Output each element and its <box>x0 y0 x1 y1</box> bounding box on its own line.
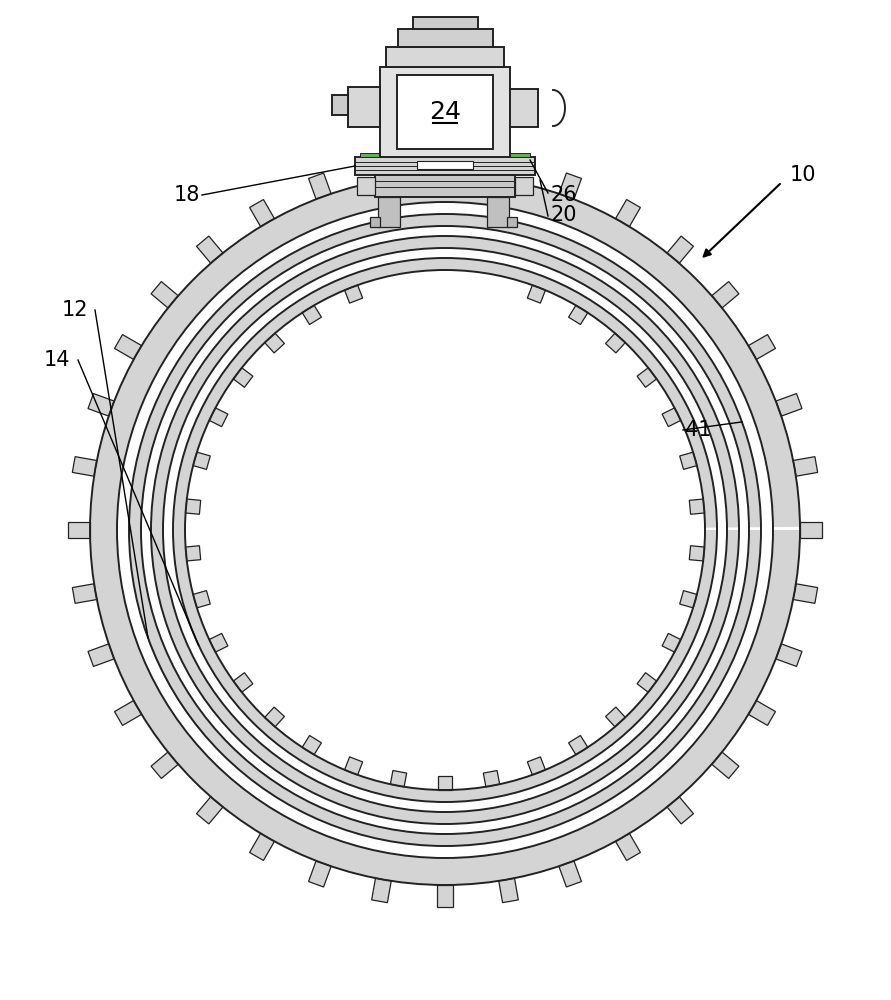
Polygon shape <box>265 333 284 353</box>
Polygon shape <box>667 236 693 263</box>
Polygon shape <box>680 452 697 469</box>
Polygon shape <box>209 633 228 652</box>
Bar <box>510 89 538 127</box>
Polygon shape <box>115 701 142 725</box>
Bar <box>515 177 533 195</box>
Polygon shape <box>185 499 200 514</box>
Polygon shape <box>776 394 802 416</box>
Polygon shape <box>667 797 693 824</box>
Polygon shape <box>117 202 773 858</box>
Text: 26: 26 <box>550 185 576 205</box>
Polygon shape <box>662 408 681 427</box>
Polygon shape <box>345 285 363 303</box>
Text: 18: 18 <box>174 185 200 205</box>
Polygon shape <box>800 522 822 538</box>
Polygon shape <box>151 752 178 778</box>
Polygon shape <box>209 408 228 427</box>
Polygon shape <box>68 522 90 538</box>
Polygon shape <box>197 797 223 824</box>
Polygon shape <box>680 591 697 608</box>
Bar <box>417 161 473 169</box>
Polygon shape <box>690 499 705 514</box>
Bar <box>380 67 510 157</box>
Polygon shape <box>249 200 274 227</box>
Polygon shape <box>197 236 223 263</box>
Polygon shape <box>662 633 681 652</box>
Polygon shape <box>437 885 453 907</box>
Text: 20: 20 <box>550 205 576 225</box>
Polygon shape <box>72 457 97 476</box>
Text: 10: 10 <box>790 165 816 185</box>
Polygon shape <box>748 701 775 725</box>
Polygon shape <box>88 644 114 666</box>
Polygon shape <box>302 305 322 325</box>
Bar <box>375 175 515 197</box>
Polygon shape <box>776 644 802 666</box>
Polygon shape <box>302 735 322 755</box>
Polygon shape <box>616 833 641 860</box>
Polygon shape <box>345 757 363 775</box>
Polygon shape <box>163 248 727 812</box>
Polygon shape <box>173 258 717 802</box>
Polygon shape <box>129 214 761 846</box>
Polygon shape <box>233 673 253 692</box>
Bar <box>355 157 535 175</box>
Polygon shape <box>90 175 800 885</box>
Polygon shape <box>483 771 500 787</box>
Bar <box>507 217 517 227</box>
Polygon shape <box>637 368 657 387</box>
Polygon shape <box>151 282 178 308</box>
Polygon shape <box>233 368 253 387</box>
Polygon shape <box>308 861 331 887</box>
Polygon shape <box>748 335 775 359</box>
Bar <box>487 197 509 227</box>
Bar <box>378 197 400 227</box>
Circle shape <box>185 270 705 790</box>
Polygon shape <box>793 457 818 476</box>
Polygon shape <box>72 584 97 603</box>
Bar <box>397 75 493 149</box>
Bar <box>360 153 530 157</box>
Bar <box>386 47 504 67</box>
Polygon shape <box>616 200 641 227</box>
Text: 12: 12 <box>61 300 88 320</box>
Bar <box>357 177 375 195</box>
Polygon shape <box>568 305 588 325</box>
Bar <box>397 29 493 47</box>
Polygon shape <box>527 285 545 303</box>
Polygon shape <box>265 707 284 727</box>
Polygon shape <box>559 173 582 199</box>
Polygon shape <box>308 173 331 199</box>
Polygon shape <box>559 861 582 887</box>
Polygon shape <box>712 282 739 308</box>
Bar <box>348 87 380 127</box>
Text: 14: 14 <box>44 350 70 370</box>
Polygon shape <box>249 833 274 860</box>
Polygon shape <box>527 757 545 775</box>
Polygon shape <box>88 394 114 416</box>
Polygon shape <box>115 335 142 359</box>
Text: 24: 24 <box>429 100 461 124</box>
Polygon shape <box>606 333 625 353</box>
Polygon shape <box>793 584 818 603</box>
Polygon shape <box>712 752 739 778</box>
Bar <box>370 217 380 227</box>
Polygon shape <box>193 591 210 608</box>
Polygon shape <box>185 546 200 561</box>
Polygon shape <box>151 236 739 824</box>
Polygon shape <box>637 673 657 692</box>
Polygon shape <box>141 226 749 834</box>
Polygon shape <box>193 452 210 469</box>
Polygon shape <box>390 771 406 787</box>
Polygon shape <box>690 546 705 561</box>
Bar <box>413 17 478 29</box>
Text: 41: 41 <box>685 420 712 440</box>
Polygon shape <box>606 707 625 727</box>
Polygon shape <box>499 878 519 903</box>
Polygon shape <box>438 776 452 790</box>
Bar <box>332 95 348 115</box>
Polygon shape <box>568 735 588 755</box>
Polygon shape <box>372 878 391 903</box>
